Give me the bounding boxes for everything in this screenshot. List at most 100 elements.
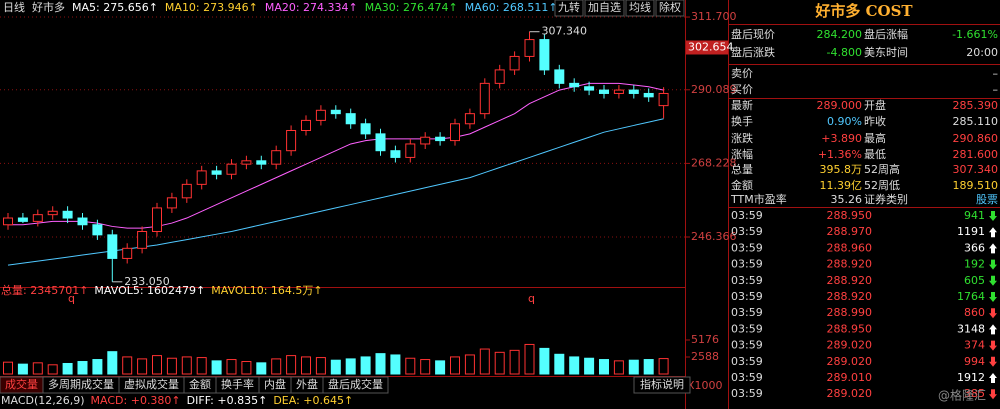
quote-value: 20:00: [966, 46, 998, 59]
volume-bar: [539, 347, 550, 375]
trade-time: 03:59: [731, 371, 763, 384]
trade-time: 03:59: [731, 225, 763, 238]
candle-body: [315, 109, 326, 121]
candle-body: [62, 210, 73, 219]
volume-bar: [271, 358, 282, 375]
header-item: MA60: 268.511↑: [465, 1, 558, 14]
candle-body: [390, 150, 401, 158]
quote-label: TTM市盈率: [730, 192, 787, 206]
y-tick-label: 268.228: [691, 156, 737, 169]
volume-header: MAVOL5: 1602479↑: [94, 284, 205, 297]
candle-body: [92, 224, 103, 236]
indicator-tab[interactable]: 成交量: [5, 377, 38, 391]
quote-value: 307.340: [953, 163, 999, 176]
volume-bar: [479, 348, 490, 375]
volume-bar: [599, 359, 609, 375]
trade-volume: 941: [964, 209, 985, 222]
candle-body: [107, 234, 118, 259]
indicator-tab[interactable]: 内盘: [264, 377, 286, 391]
candle-body: [122, 247, 133, 259]
candle-body: [450, 123, 460, 142]
toolbar-button[interactable]: 均线: [629, 0, 651, 14]
volume-bar: [390, 354, 401, 375]
volume-bar: [17, 363, 28, 375]
tab-box: [322, 376, 389, 394]
quote-value: -1.661%: [952, 28, 998, 41]
quote-label: 盘后现价: [731, 27, 775, 41]
quote-value: –: [993, 67, 999, 80]
candle-body: [628, 89, 639, 94]
candle-body: [599, 89, 609, 94]
volume-bar: [241, 361, 252, 375]
marker: q: [528, 292, 535, 305]
volume-bar: [435, 360, 446, 375]
quote-label: 盘后涨跌: [731, 45, 775, 59]
quote-value: 395.8万: [820, 163, 863, 176]
volume-bar: [524, 343, 535, 375]
indicator-tab[interactable]: 多周期成交量: [48, 377, 114, 391]
volume-bar: [584, 357, 595, 375]
candle-body: [256, 160, 267, 165]
quote-value: +1.36%: [818, 148, 862, 161]
toolbar-button[interactable]: 加自选: [588, 1, 621, 14]
indicator-tab[interactable]: 金额: [189, 377, 211, 391]
toolbar-button[interactable]: 九转: [558, 0, 580, 14]
volume-bar: [450, 356, 460, 375]
header-item: 好市多: [32, 0, 65, 14]
candle-body: [271, 150, 282, 165]
quote-label: 52周低: [864, 179, 900, 192]
quote-value: 290.860: [953, 132, 999, 145]
candle-body: [435, 136, 446, 142]
volume-bar: [256, 362, 267, 375]
candle-body: [360, 123, 371, 135]
trade-time: 03:59: [731, 322, 763, 335]
quote-label: 买价: [731, 83, 753, 96]
trade-price: 288.960: [827, 241, 873, 254]
trade-price: 288.990: [827, 306, 873, 319]
help-box: [633, 376, 691, 394]
volume-bar: [166, 357, 177, 375]
candle-body: [137, 230, 148, 249]
quote-label: 卖价: [731, 67, 753, 80]
trade-time: 03:59: [731, 209, 763, 222]
trade-price: 289.010: [827, 371, 873, 384]
trade-price: 288.950: [827, 209, 873, 222]
quote-label: 总量: [731, 162, 753, 176]
quote-value: 0.90%: [827, 115, 862, 128]
indicator-tab[interactable]: 盘后成交量: [328, 377, 383, 391]
quote-label: 昨收: [864, 114, 886, 128]
candle-body: [569, 82, 580, 88]
toolbar-box: [625, 0, 655, 17]
quote-value: -4.800: [827, 46, 862, 59]
y-tick-label: 5176: [691, 333, 719, 346]
current-price-box: [686, 40, 728, 55]
header-item: MA30: 276.474↑: [365, 1, 458, 14]
help-button[interactable]: 指标说明: [640, 377, 684, 391]
candle-body: [77, 217, 88, 226]
volume-bar: [77, 361, 88, 375]
toolbar-box: [584, 0, 625, 17]
trade-price: 288.920: [827, 258, 873, 271]
trade-arrow: [989, 292, 997, 302]
trade-arrow: [989, 373, 997, 383]
quote-value: 285.390: [953, 99, 999, 112]
trade-volume: 860: [964, 306, 985, 319]
candle-body: [286, 129, 297, 152]
candle-body: [643, 92, 654, 98]
trade-price: 288.920: [827, 274, 873, 287]
volume-header: 总量: 2345701↑: [1, 283, 88, 297]
indicator-tab[interactable]: 外盘: [296, 377, 318, 391]
indicator-tab[interactable]: 虚拟成交量: [124, 377, 179, 391]
volume-bar: [62, 362, 73, 375]
candle-body: [301, 119, 311, 131]
indicator-tab[interactable]: 换手率: [221, 377, 254, 391]
trade-time: 03:59: [731, 306, 763, 319]
toolbar-button[interactable]: 除权: [659, 0, 681, 14]
quote-value: –: [993, 83, 999, 96]
candle-body: [166, 197, 177, 209]
quote-label: 涨幅: [731, 148, 753, 161]
candle-body: [584, 86, 595, 91]
axis-unit: X1000: [687, 379, 723, 392]
y-tick-label: 2588: [691, 350, 719, 363]
y-tick-label: 246.366: [691, 230, 737, 243]
